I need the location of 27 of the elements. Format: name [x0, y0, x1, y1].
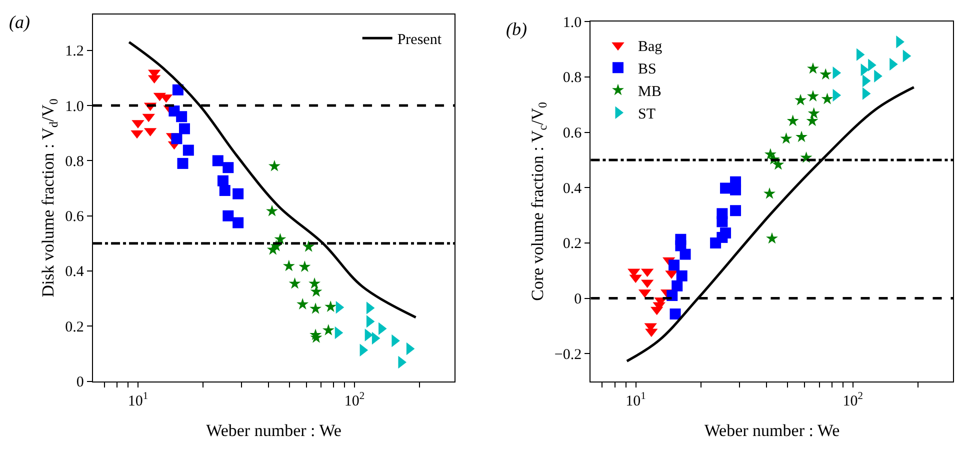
y-tick-label: 1.0 — [65, 98, 84, 115]
x-tick-label: 10$^{2}$ — [842, 391, 863, 410]
y-tick-label: 1.2 — [65, 44, 84, 60]
chart-title: (b) — [506, 19, 527, 39]
y-tick-label: 0.8 — [562, 70, 582, 86]
y-tick-label: 0 — [574, 292, 582, 308]
y-tick-label: 1.0 — [562, 14, 582, 31]
x-tick-label: 10$^{2}$ — [344, 391, 365, 410]
legend-label: MB — [638, 84, 662, 100]
legend-label: BS — [638, 61, 656, 78]
y-tick-label: 0 — [76, 374, 84, 391]
y-tick-label: 0.2 — [65, 319, 84, 336]
legend-label: Bag — [638, 38, 663, 55]
legend-label: Present — [397, 32, 442, 48]
y-tick-label: 0.6 — [562, 126, 582, 142]
y-tick-label: 0.6 — [65, 209, 84, 226]
x-axis-title: Weber number : We — [206, 420, 342, 440]
x-axis-title: Weber number : We — [704, 420, 840, 440]
y-tick-label: 0.2 — [562, 236, 582, 252]
legend-label: ST — [638, 106, 656, 122]
y-tick-label: −0.2 — [554, 346, 582, 363]
x-tick-label: 10$^{1}$ — [626, 391, 646, 410]
chart-title: (a) — [9, 12, 30, 32]
x-tick-label: 10$^{1}$ — [128, 391, 148, 410]
y-tick-label: 0.4 — [562, 180, 582, 197]
y-tick-label: 0.4 — [65, 264, 84, 280]
y-tick-label: 0.8 — [65, 154, 84, 170]
